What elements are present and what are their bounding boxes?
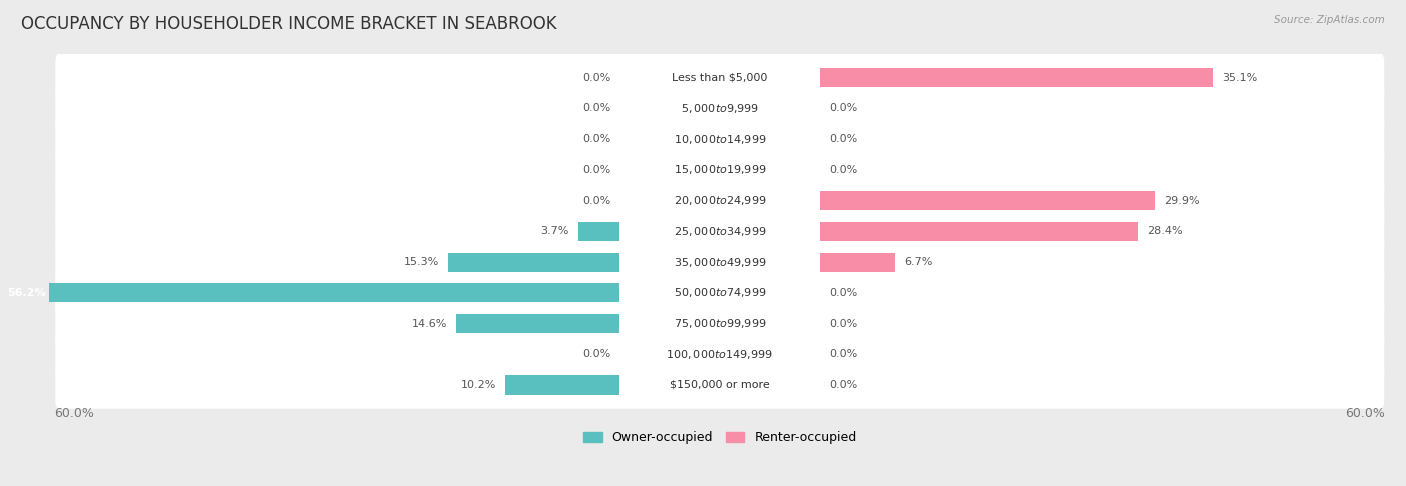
Bar <box>456 314 619 333</box>
FancyBboxPatch shape <box>55 330 1385 378</box>
Text: 0.0%: 0.0% <box>830 104 858 113</box>
Text: 0.0%: 0.0% <box>582 104 610 113</box>
Text: 0.0%: 0.0% <box>830 134 858 144</box>
Text: $50,000 to $74,999: $50,000 to $74,999 <box>673 286 766 299</box>
Text: 35.1%: 35.1% <box>1222 73 1257 83</box>
Text: Less than $5,000: Less than $5,000 <box>672 73 768 83</box>
FancyBboxPatch shape <box>55 300 1385 347</box>
Bar <box>821 222 1139 241</box>
Bar <box>821 253 896 272</box>
Text: 60.0%: 60.0% <box>1346 407 1385 420</box>
Text: 3.7%: 3.7% <box>540 226 569 236</box>
Text: 14.6%: 14.6% <box>412 318 447 329</box>
Text: $150,000 or more: $150,000 or more <box>669 380 769 390</box>
Text: 0.0%: 0.0% <box>830 288 858 298</box>
Text: $75,000 to $99,999: $75,000 to $99,999 <box>673 317 766 330</box>
Text: 0.0%: 0.0% <box>830 380 858 390</box>
Bar <box>578 222 619 241</box>
FancyBboxPatch shape <box>55 208 1385 255</box>
Text: 28.4%: 28.4% <box>1147 226 1182 236</box>
Legend: Owner-occupied, Renter-occupied: Owner-occupied, Renter-occupied <box>583 431 856 444</box>
FancyBboxPatch shape <box>55 361 1385 409</box>
Text: $35,000 to $49,999: $35,000 to $49,999 <box>673 256 766 269</box>
FancyBboxPatch shape <box>55 85 1385 132</box>
Text: Source: ZipAtlas.com: Source: ZipAtlas.com <box>1274 15 1385 25</box>
Text: 0.0%: 0.0% <box>582 73 610 83</box>
Text: 29.9%: 29.9% <box>1164 195 1199 206</box>
Text: 0.0%: 0.0% <box>582 349 610 359</box>
Bar <box>505 376 619 395</box>
Text: 0.0%: 0.0% <box>830 165 858 175</box>
FancyBboxPatch shape <box>55 54 1385 102</box>
Text: 0.0%: 0.0% <box>582 134 610 144</box>
Bar <box>449 253 619 272</box>
Text: 6.7%: 6.7% <box>904 257 932 267</box>
Text: $25,000 to $34,999: $25,000 to $34,999 <box>673 225 766 238</box>
Text: 56.2%: 56.2% <box>7 288 46 298</box>
FancyBboxPatch shape <box>55 116 1385 163</box>
Text: 0.0%: 0.0% <box>830 318 858 329</box>
Text: $20,000 to $24,999: $20,000 to $24,999 <box>673 194 766 207</box>
Text: 0.0%: 0.0% <box>830 349 858 359</box>
Bar <box>821 68 1213 87</box>
FancyBboxPatch shape <box>55 239 1385 286</box>
FancyBboxPatch shape <box>55 269 1385 316</box>
Bar <box>821 191 1154 210</box>
Bar <box>0 283 619 302</box>
Text: $100,000 to $149,999: $100,000 to $149,999 <box>666 348 773 361</box>
Text: $10,000 to $14,999: $10,000 to $14,999 <box>673 133 766 146</box>
Text: $15,000 to $19,999: $15,000 to $19,999 <box>673 163 766 176</box>
FancyBboxPatch shape <box>55 146 1385 193</box>
Text: 60.0%: 60.0% <box>55 407 94 420</box>
Text: 0.0%: 0.0% <box>582 195 610 206</box>
Text: $5,000 to $9,999: $5,000 to $9,999 <box>681 102 759 115</box>
Text: 0.0%: 0.0% <box>582 165 610 175</box>
FancyBboxPatch shape <box>55 177 1385 224</box>
Text: OCCUPANCY BY HOUSEHOLDER INCOME BRACKET IN SEABROOK: OCCUPANCY BY HOUSEHOLDER INCOME BRACKET … <box>21 15 557 33</box>
Text: 10.2%: 10.2% <box>461 380 496 390</box>
Text: 15.3%: 15.3% <box>404 257 439 267</box>
